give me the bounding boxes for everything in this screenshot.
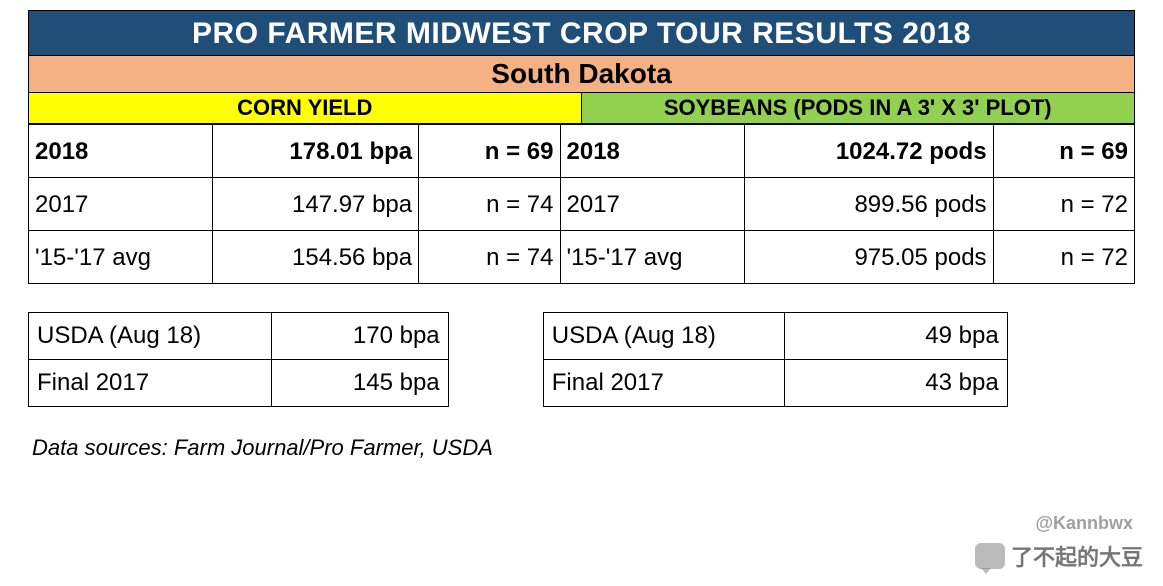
category-corn: CORN YIELD bbox=[28, 93, 582, 124]
cell: 2017 bbox=[560, 178, 744, 231]
table-row: 2017 147.97 bpa n = 74 2017 899.56 pods … bbox=[29, 178, 1135, 231]
cell: 154.56 bpa bbox=[213, 231, 419, 284]
table-row: '15-'17 avg 154.56 bpa n = 74 '15-'17 av… bbox=[29, 231, 1135, 284]
cell: 43 bpa bbox=[784, 360, 1007, 407]
cell: 2018 bbox=[560, 125, 744, 178]
cell: 147.97 bpa bbox=[213, 178, 419, 231]
cell: 2017 bbox=[29, 178, 213, 231]
cell: USDA (Aug 18) bbox=[543, 313, 784, 360]
category-row: CORN YIELD SOYBEANS (PODS IN A 3' X 3' P… bbox=[28, 93, 1135, 124]
cell: '15-'17 avg bbox=[560, 231, 744, 284]
twitter-handle: @Kannbwx bbox=[1035, 513, 1133, 534]
cell: n = 69 bbox=[419, 125, 560, 178]
cell: 975.05 pods bbox=[744, 231, 993, 284]
cell: n = 72 bbox=[993, 178, 1134, 231]
cell: 178.01 bpa bbox=[213, 125, 419, 178]
cell: Final 2017 bbox=[29, 360, 272, 407]
state-bar: South Dakota bbox=[28, 56, 1135, 93]
cell: Final 2017 bbox=[543, 360, 784, 407]
watermark: 了不起的大豆 bbox=[975, 540, 1143, 572]
lower-tables: USDA (Aug 18) 170 bpa Final 2017 145 bpa… bbox=[28, 312, 1135, 407]
cell: n = 74 bbox=[419, 231, 560, 284]
category-soy: SOYBEANS (PODS IN A 3' X 3' PLOT) bbox=[582, 93, 1136, 124]
main-table: 2018 178.01 bpa n = 69 2018 1024.72 pods… bbox=[28, 124, 1135, 284]
cell: 49 bpa bbox=[784, 313, 1007, 360]
data-sources: Data sources: Farm Journal/Pro Farmer, U… bbox=[32, 435, 1135, 461]
table-row: USDA (Aug 18) 49 bpa bbox=[543, 313, 1007, 360]
wechat-icon bbox=[975, 543, 1005, 569]
cell: '15-'17 avg bbox=[29, 231, 213, 284]
cell: n = 72 bbox=[993, 231, 1134, 284]
cell: 1024.72 pods bbox=[744, 125, 993, 178]
cell: n = 69 bbox=[993, 125, 1134, 178]
cell: 899.56 pods bbox=[744, 178, 993, 231]
cell: 145 bpa bbox=[272, 360, 448, 407]
title-bar: PRO FARMER MIDWEST CROP TOUR RESULTS 201… bbox=[28, 10, 1135, 56]
watermark-text: 了不起的大豆 bbox=[1011, 540, 1143, 572]
table-row: Final 2017 43 bpa bbox=[543, 360, 1007, 407]
cell: n = 74 bbox=[419, 178, 560, 231]
table-row: Final 2017 145 bpa bbox=[29, 360, 449, 407]
table-row: 2018 178.01 bpa n = 69 2018 1024.72 pods… bbox=[29, 125, 1135, 178]
cell: 2018 bbox=[29, 125, 213, 178]
cell: USDA (Aug 18) bbox=[29, 313, 272, 360]
usda-soy-table: USDA (Aug 18) 49 bpa Final 2017 43 bpa bbox=[543, 312, 1008, 407]
usda-corn-table: USDA (Aug 18) 170 bpa Final 2017 145 bpa bbox=[28, 312, 449, 407]
table-row: USDA (Aug 18) 170 bpa bbox=[29, 313, 449, 360]
cell: 170 bpa bbox=[272, 313, 448, 360]
